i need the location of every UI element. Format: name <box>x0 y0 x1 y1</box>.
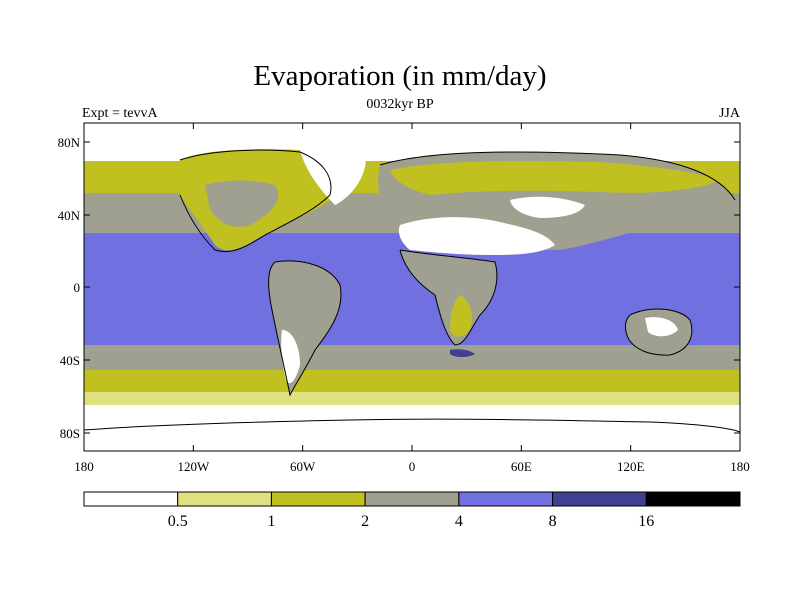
experiment-label: Expt = tevvA <box>82 106 158 121</box>
plot-subtitle: 0032kyr BP <box>366 97 434 112</box>
latitude-axis: 80N 40N 0 40S 80S <box>58 135 740 441</box>
colorbar-swatch <box>458 491 554 507</box>
colorbar-swatch <box>177 491 272 507</box>
lon-tick-label: 120E <box>617 459 645 474</box>
lon-tick-label: 180 <box>730 459 750 474</box>
lat-tick-label: 0 <box>74 280 81 295</box>
season-label: JJA <box>718 106 740 121</box>
lon-tick-label: 60E <box>511 459 532 474</box>
lon-tick-label: 60W <box>290 459 316 474</box>
longitude-axis: 180 120W 60W 0 60E 120E 180 <box>74 123 750 474</box>
lon-tick-label: 180 <box>74 459 94 474</box>
colorbar-label: 16 <box>638 513 654 530</box>
coastlines <box>84 149 740 433</box>
colorbar-label: 1 <box>267 513 275 530</box>
colorbar-label: 4 <box>455 513 463 530</box>
colorbar: 0.5 1 2 4 8 16 <box>83 491 741 530</box>
colorbar-label: 0.5 <box>168 513 188 530</box>
colorbar-swatch <box>645 491 741 507</box>
lat-tick-label: 80S <box>60 426 80 441</box>
lat-tick-label: 40N <box>58 208 81 223</box>
colorbar-label: 2 <box>361 513 369 530</box>
lat-tick-label: 40S <box>60 353 80 368</box>
evaporation-field <box>84 123 740 451</box>
colorbar-swatch <box>270 491 366 507</box>
colorbar-swatch <box>364 491 460 507</box>
lat-tick-label: 80N <box>58 135 81 150</box>
colorbar-swatch <box>552 491 647 507</box>
lon-tick-label: 120W <box>177 459 210 474</box>
colorbar-label: 8 <box>549 513 557 530</box>
plot-title: Evaporation (in mm/day) <box>253 60 547 92</box>
colorbar-swatch <box>83 491 179 507</box>
lon-tick-label: 0 <box>409 459 416 474</box>
